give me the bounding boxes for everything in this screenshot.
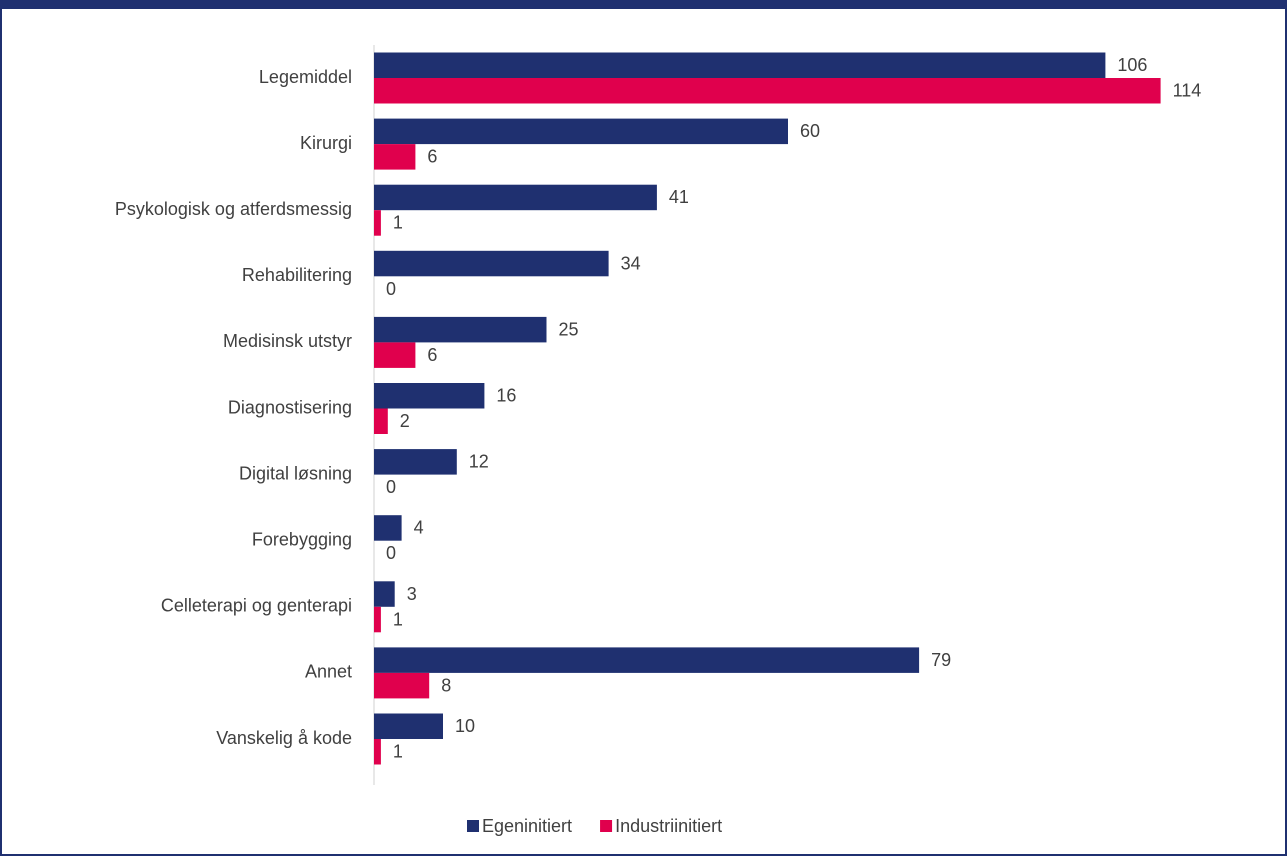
category-label: Digital løsning: [239, 463, 352, 483]
category-label: Celleterapi og genterapi: [161, 596, 352, 616]
value-label: 34: [621, 253, 641, 273]
value-label: 0: [386, 543, 396, 563]
legend-label: Industriinitiert: [615, 816, 722, 836]
value-label: 0: [386, 279, 396, 299]
bar: [374, 118, 788, 145]
category-label: Medisinsk utstyr: [223, 331, 352, 351]
category-label: Vanskelig å kode: [216, 728, 352, 748]
bar: [374, 606, 381, 633]
value-label: 79: [931, 650, 951, 670]
value-label: 25: [559, 319, 579, 339]
legend-label: Egeninitiert: [482, 816, 572, 836]
value-label: 114: [1173, 81, 1202, 101]
value-label: 3: [407, 584, 417, 604]
bar: [374, 184, 657, 211]
bar: [374, 408, 388, 434]
category-label: Diagnostisering: [228, 397, 352, 417]
value-label: 6: [427, 345, 437, 365]
value-label: 10: [455, 716, 475, 736]
legend-swatch: [600, 820, 613, 832]
category-label: Forebygging: [252, 529, 352, 549]
value-label: 60: [800, 121, 820, 141]
value-label: 41: [669, 187, 689, 207]
legend-swatch: [467, 820, 479, 832]
bar: [374, 647, 920, 673]
category-label: Psykologisk og atferdsmessig: [115, 199, 352, 219]
bar: [374, 581, 395, 607]
bar: [374, 739, 381, 765]
bar: [374, 316, 547, 343]
value-label: 12: [469, 452, 489, 472]
bar: [374, 250, 609, 277]
bar: [374, 449, 457, 475]
value-label: 4: [414, 518, 424, 538]
category-label: Kirurgi: [300, 133, 352, 153]
category-label: Annet: [305, 662, 352, 682]
bar: [374, 52, 1106, 78]
value-label: 1: [393, 609, 403, 629]
category-label: Legemiddel: [259, 67, 352, 87]
value-label: 16: [496, 386, 516, 406]
bar: [374, 713, 443, 739]
bar: [374, 342, 416, 368]
bar: [374, 210, 381, 236]
top-bar: [0, 0, 1287, 9]
value-label: 1: [393, 742, 403, 762]
bar: [374, 78, 1161, 104]
value-label: 8: [441, 675, 451, 695]
bar: [374, 383, 485, 409]
value-label: 0: [386, 477, 396, 497]
bar: [374, 672, 430, 699]
value-label: 1: [393, 213, 403, 233]
bar: [374, 515, 402, 541]
value-label: 106: [1117, 55, 1147, 75]
bar: [374, 144, 416, 170]
value-label: 2: [400, 411, 410, 431]
value-label: 6: [427, 147, 437, 167]
category-label: Rehabilitering: [242, 265, 352, 285]
